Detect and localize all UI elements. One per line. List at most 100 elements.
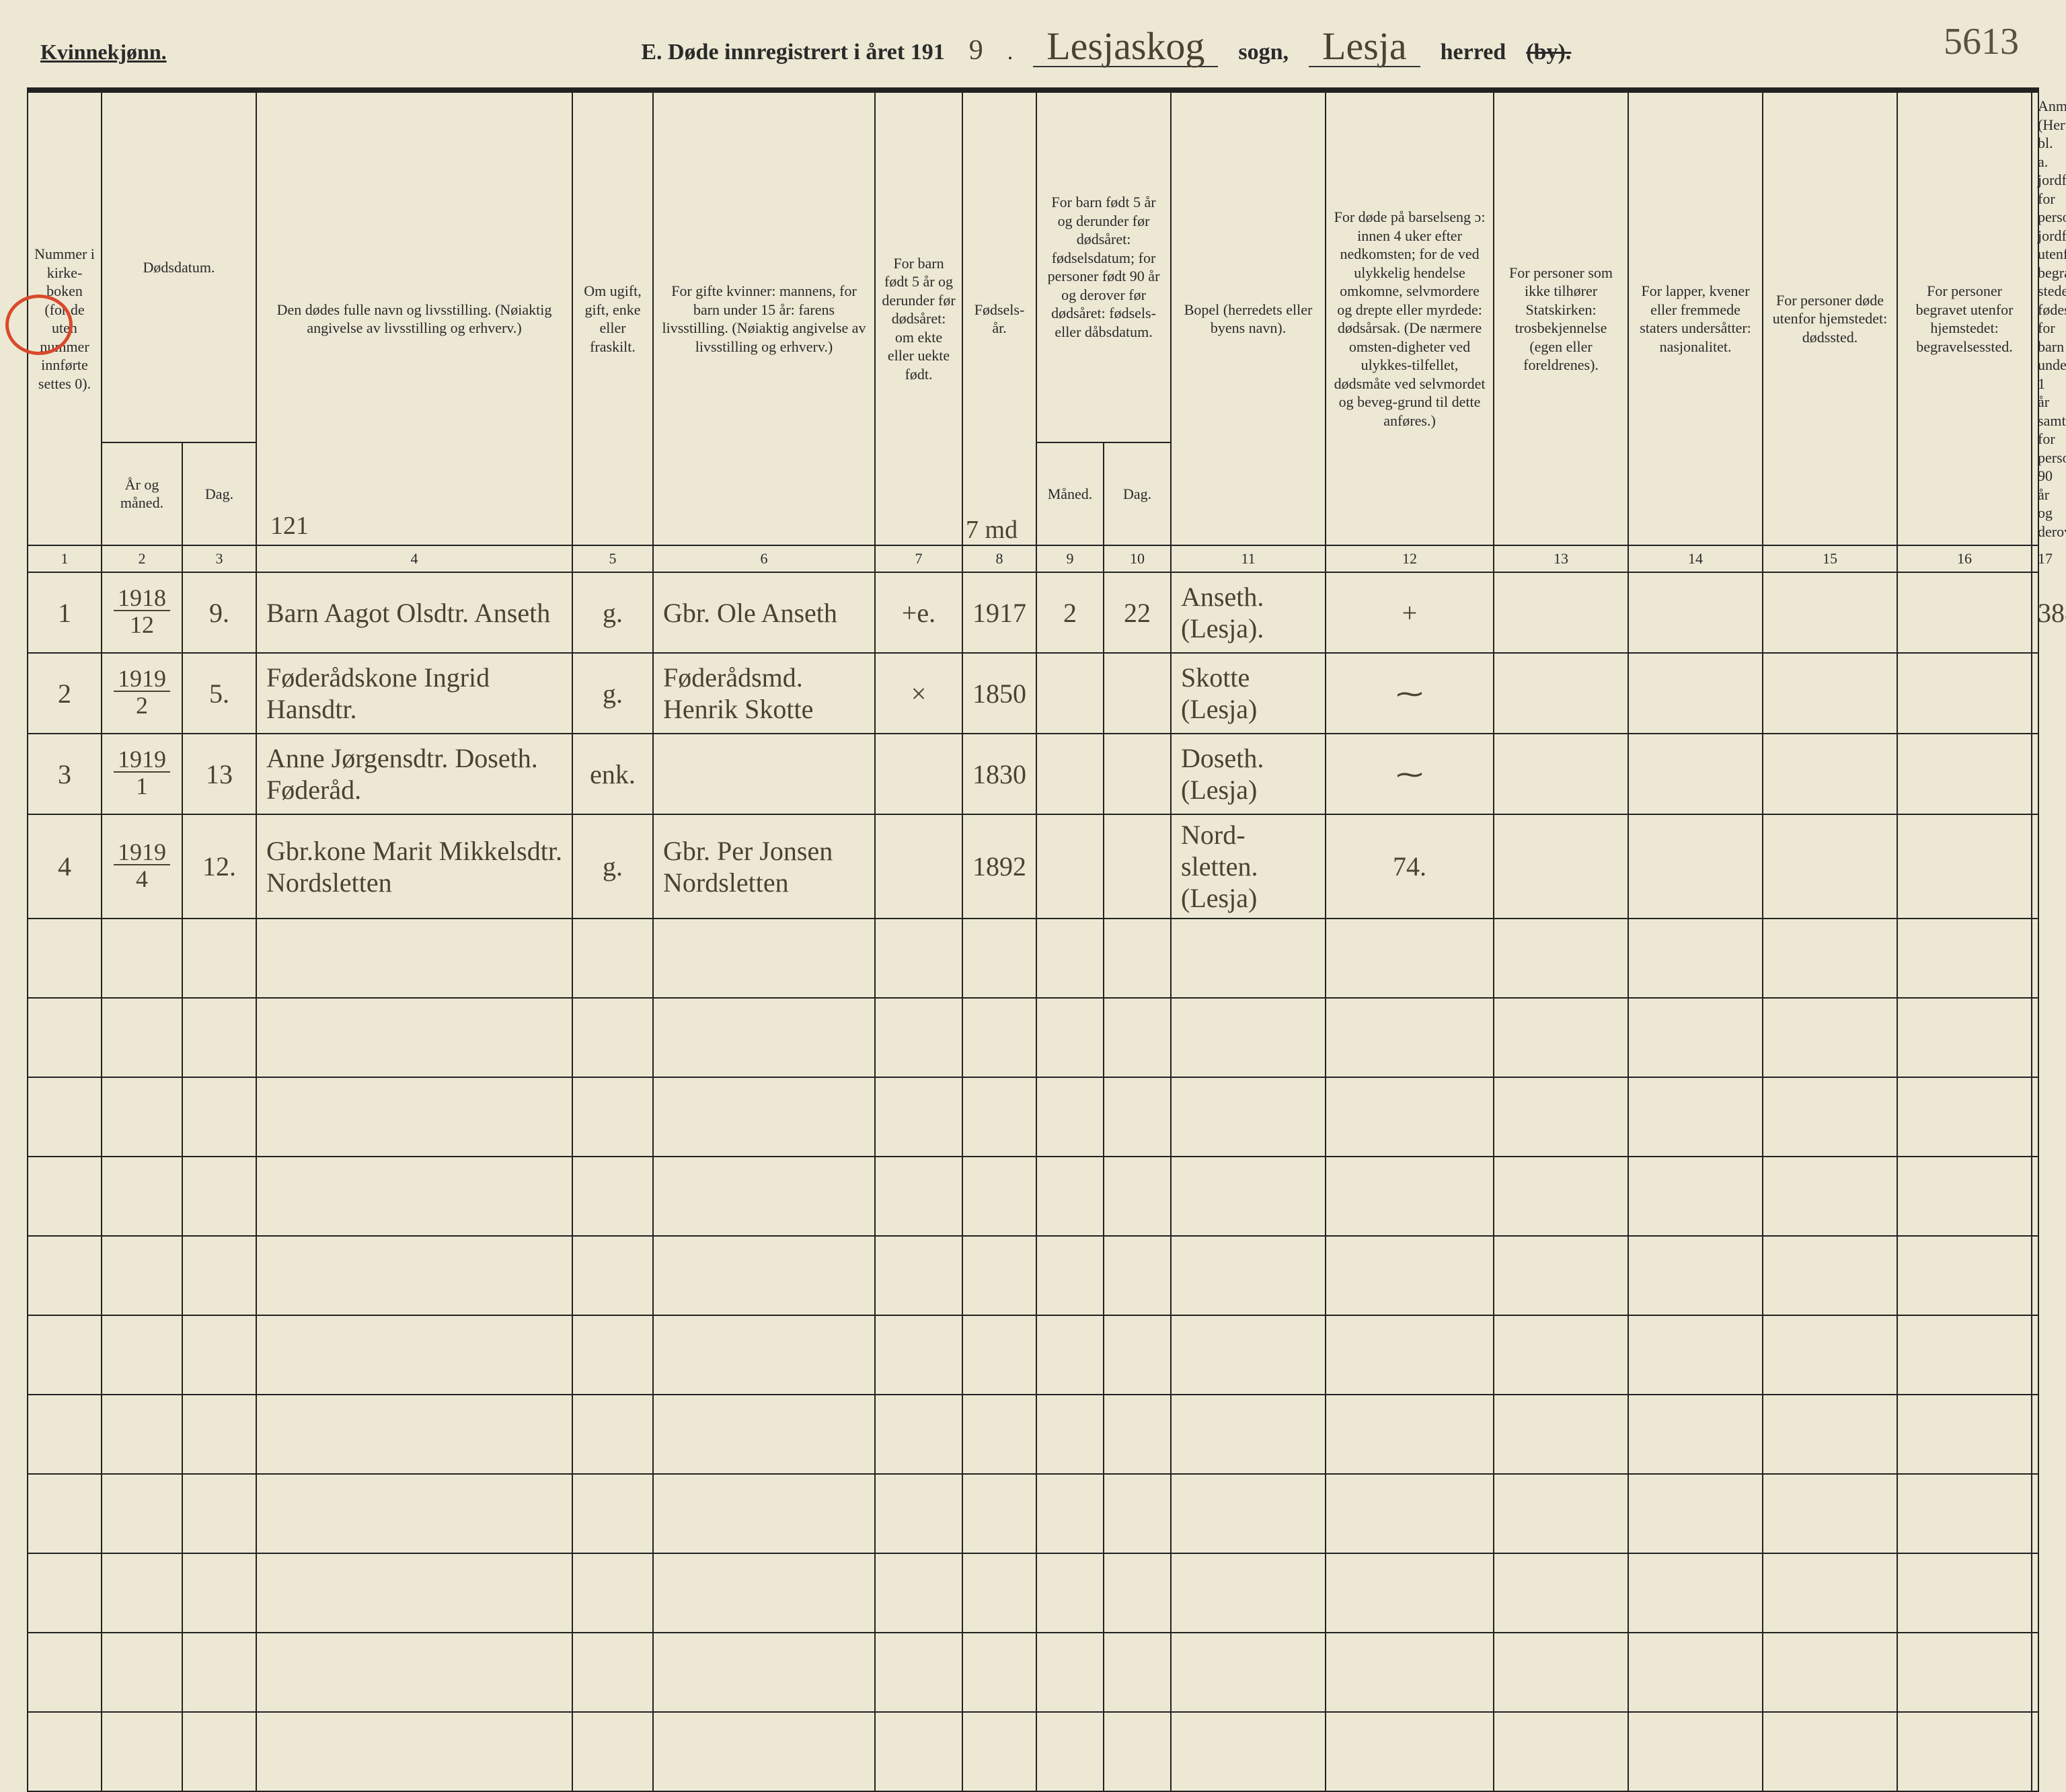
empty-cell	[962, 1315, 1036, 1395]
colnum: 3	[182, 545, 256, 572]
empty-cell	[1763, 1077, 1897, 1157]
colnum: 2	[102, 545, 182, 572]
empty-cell	[1494, 1474, 1628, 1553]
empty-cell	[1494, 1712, 1628, 1791]
cell: +e.	[875, 572, 962, 653]
colnum: 7	[875, 545, 962, 572]
empty-cell	[2032, 919, 2038, 998]
empty-cell	[1897, 1077, 2032, 1157]
empty-cell	[102, 919, 182, 998]
empty-cell	[653, 1395, 875, 1474]
empty-cell	[256, 998, 572, 1077]
cell: Gbr. Per Jonsen Nordsletten	[653, 814, 875, 919]
empty-cell	[1628, 1157, 1763, 1236]
cell	[1628, 653, 1763, 734]
cell: 19194	[102, 814, 182, 919]
colnum: 15	[1763, 545, 1897, 572]
empty-cell	[875, 1553, 962, 1633]
empty-cell	[2032, 1157, 2038, 1236]
empty-cell	[1104, 919, 1171, 998]
cell	[1494, 572, 1628, 653]
empty-cell	[28, 1315, 102, 1395]
empty-cell	[1326, 1553, 1494, 1633]
empty-cell	[572, 1553, 653, 1633]
document-page: 5613 Kvinnekjønn. E. Døde innregistrert …	[0, 0, 2066, 1351]
col-header: Dødsdatum.	[102, 92, 256, 442]
header-center: E. Døde innregistrert i året 191 9 . Les…	[187, 27, 2026, 67]
empty-cell	[653, 1077, 875, 1157]
empty-cell	[653, 1315, 875, 1395]
empty-cell	[28, 1474, 102, 1553]
colnum: 11	[1171, 545, 1326, 572]
empty-cell	[1494, 998, 1628, 1077]
empty-cell	[1171, 998, 1326, 1077]
empty-cell	[1628, 1633, 1763, 1712]
empty-cell	[572, 1712, 653, 1791]
empty-cell	[653, 1157, 875, 1236]
empty-cell	[2032, 1077, 2038, 1157]
col4-hand-note: 121	[270, 510, 309, 543]
cell: 1	[28, 572, 102, 653]
table-row: 2191925.Føderådskone Ingrid Hansdtr.g.Fø…	[28, 653, 2038, 734]
empty-cell	[1104, 1474, 1171, 1553]
empty-cell	[875, 1633, 962, 1712]
empty-cell	[182, 1395, 256, 1474]
empty-cell	[1104, 1553, 1171, 1633]
empty-cell	[1494, 1315, 1628, 1395]
empty-cell	[102, 1157, 182, 1236]
empty-cell	[1036, 1553, 1104, 1633]
empty-cell	[1171, 1395, 1326, 1474]
register-table: Nummer i kirke-boken (for de uten nummer…	[27, 91, 2039, 1792]
empty-cell	[1104, 1633, 1171, 1712]
col-header: For gifte kvinner: mannens, for barn und…	[653, 92, 875, 545]
empty-cell	[182, 1157, 256, 1236]
empty-cell	[1104, 1712, 1171, 1791]
empty-cell	[875, 1157, 962, 1236]
col-header-text: Fødsels-år.	[974, 301, 1025, 337]
table-body: 11918129.Barn Aagot Olsdtr. Ansethg.Gbr.…	[28, 572, 2038, 919]
cell	[1897, 814, 2032, 919]
empty-cell	[572, 1474, 653, 1553]
colnum: 8	[962, 545, 1036, 572]
empty-cell	[256, 1157, 572, 1236]
empty-cell	[1763, 1633, 1897, 1712]
empty-cell	[102, 1236, 182, 1315]
cell: 12.	[182, 814, 256, 919]
cell: 19191	[102, 734, 182, 814]
empty-cell	[28, 1077, 102, 1157]
empty-cell	[1326, 1315, 1494, 1395]
cell	[1104, 734, 1171, 814]
cell: 2	[1036, 572, 1104, 653]
empty-cell	[1628, 1315, 1763, 1395]
empty-cell	[182, 1474, 256, 1553]
empty-cell	[1104, 1157, 1171, 1236]
empty-row	[28, 1474, 2038, 1553]
cell	[1036, 734, 1104, 814]
cell: Anseth. (Lesja).	[1171, 572, 1326, 653]
cell: Gbr. Ole Anseth	[653, 572, 875, 653]
cell	[1897, 734, 2032, 814]
header-line: Kvinnekjønn. E. Døde innregistrert i åre…	[27, 27, 2039, 81]
empty-cell	[1104, 1395, 1171, 1474]
col-header: Om ugift, gift, enke eller fraskilt.	[572, 92, 653, 545]
empty-cell	[1171, 1553, 1326, 1633]
empty-cell	[1763, 1712, 1897, 1791]
table-head: Nummer i kirke-boken (for de uten nummer…	[28, 92, 2038, 572]
empty-cell	[962, 1236, 1036, 1315]
empty-cell	[1897, 1712, 2032, 1791]
cell	[2032, 734, 2038, 814]
empty-cell	[1326, 1633, 1494, 1712]
col-subheader: Dag.	[1104, 442, 1171, 546]
empty-row	[28, 1395, 2038, 1474]
empty-cell	[962, 919, 1036, 998]
cell: ×	[875, 653, 962, 734]
colnum: 5	[572, 545, 653, 572]
empty-cell	[1171, 1236, 1326, 1315]
empty-cell	[962, 1395, 1036, 1474]
cell: ⁓	[1326, 653, 1494, 734]
cell	[1036, 814, 1104, 919]
empty-cell	[1897, 998, 2032, 1077]
cell: 5.	[182, 653, 256, 734]
empty-cell	[875, 1077, 962, 1157]
empty-cell	[1628, 998, 1763, 1077]
